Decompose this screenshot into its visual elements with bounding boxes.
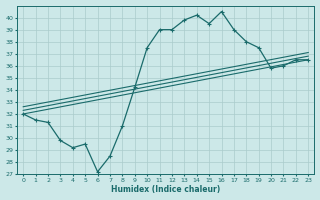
X-axis label: Humidex (Indice chaleur): Humidex (Indice chaleur)	[111, 185, 220, 194]
